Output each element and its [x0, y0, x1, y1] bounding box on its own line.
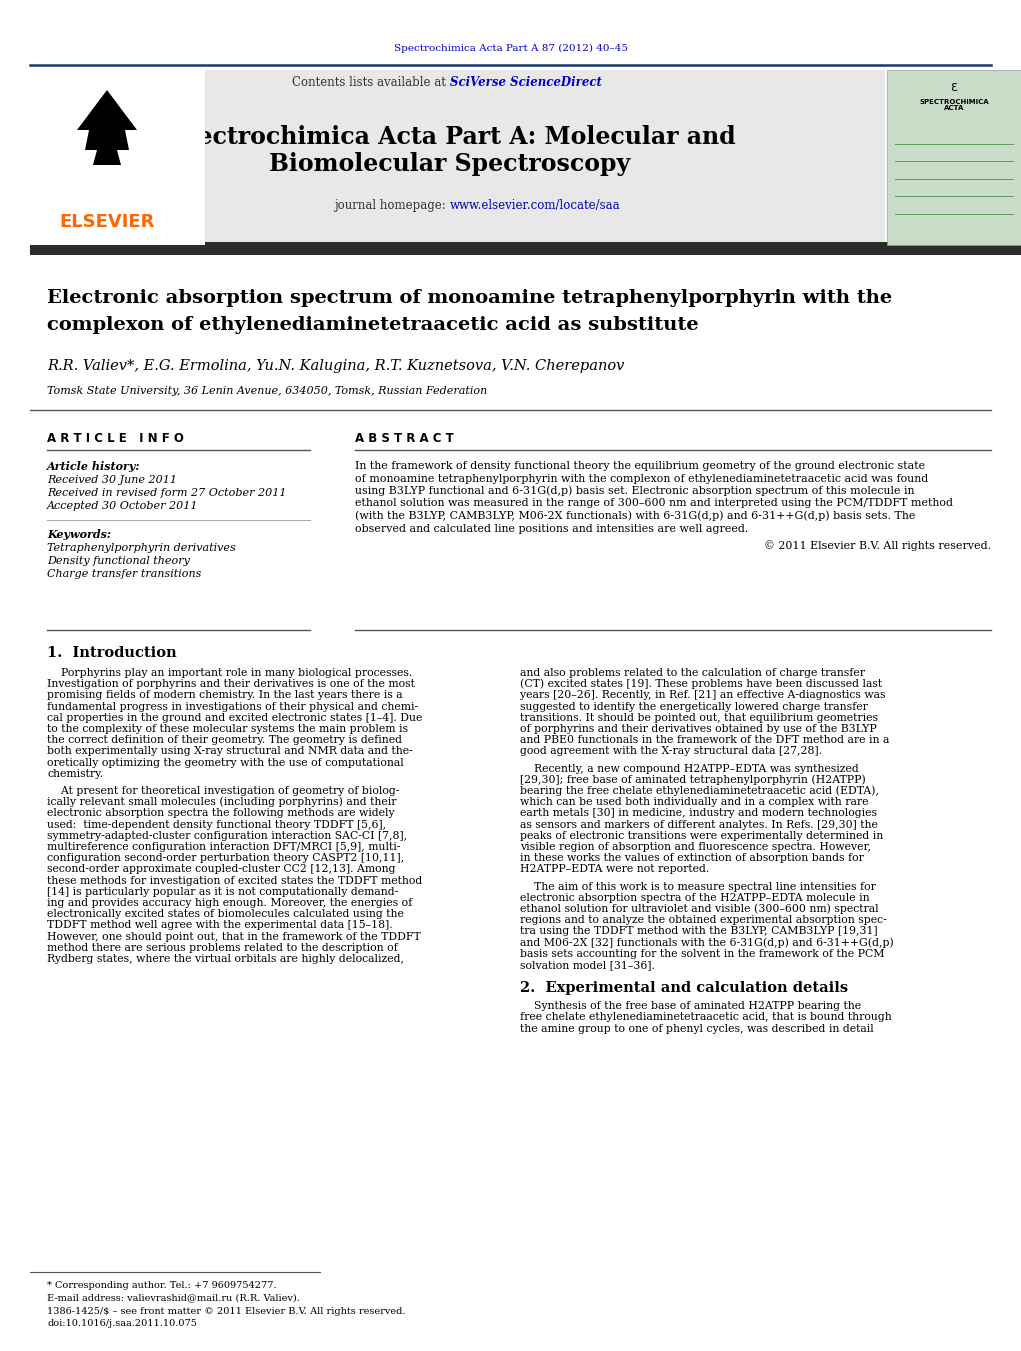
Text: method there are serious problems related to the description of: method there are serious problems relate…	[47, 943, 398, 952]
Text: A R T I C L E   I N F O: A R T I C L E I N F O	[47, 431, 184, 444]
Text: good agreement with the X-ray structural data [27,28].: good agreement with the X-ray structural…	[520, 746, 822, 757]
Text: ethanol solution for ultraviolet and visible (300–600 nm) spectral: ethanol solution for ultraviolet and vis…	[520, 904, 879, 915]
Text: free chelate ethylenediaminetetraacetic acid, that is bound through: free chelate ethylenediaminetetraacetic …	[520, 1012, 891, 1023]
Text: peaks of electronic transitions were experimentally determined in: peaks of electronic transitions were exp…	[520, 831, 883, 840]
Text: Electronic absorption spectrum of monoamine tetraphenylporphyrin with the: Electronic absorption spectrum of monoam…	[47, 289, 892, 307]
Text: © 2011 Elsevier B.V. All rights reserved.: © 2011 Elsevier B.V. All rights reserved…	[764, 540, 991, 551]
Text: fundamental progress in investigations of their physical and chemi-: fundamental progress in investigations o…	[47, 701, 419, 712]
Text: to the complexity of these molecular systems the main problem is: to the complexity of these molecular sys…	[47, 724, 408, 734]
Text: Accepted 30 October 2011: Accepted 30 October 2011	[47, 501, 198, 511]
Text: The aim of this work is to measure spectral line intensities for: The aim of this work is to measure spect…	[520, 882, 876, 892]
Polygon shape	[77, 91, 137, 165]
Text: and PBE0 functionals in the framework of the DFT method are in a: and PBE0 functionals in the framework of…	[520, 735, 889, 746]
Text: H2ATPP–EDTA were not reported.: H2ATPP–EDTA were not reported.	[520, 865, 710, 874]
Text: doi:10.1016/j.saa.2011.10.075: doi:10.1016/j.saa.2011.10.075	[47, 1320, 197, 1328]
Text: journal homepage:: journal homepage:	[335, 199, 450, 212]
Text: (with the B3LYP, CAMB3LYP, M06-2X functionals) with 6-31G(d,p) and 6-31++G(d,p) : (with the B3LYP, CAMB3LYP, M06-2X functi…	[355, 511, 916, 521]
Text: observed and calculated line positions and intensities are well agreed.: observed and calculated line positions a…	[355, 523, 748, 534]
Text: used:  time-dependent density functional theory TDDFT [5,6],: used: time-dependent density functional …	[47, 820, 386, 830]
Text: electronically excited states of biomolecules calculated using the: electronically excited states of biomole…	[47, 909, 404, 919]
Text: Received 30 June 2011: Received 30 June 2011	[47, 476, 177, 485]
Text: Synthesis of the free base of aminated H2ATPP bearing the: Synthesis of the free base of aminated H…	[520, 1001, 861, 1011]
Text: the correct definition of their geometry. The geometry is defined: the correct definition of their geometry…	[47, 735, 402, 746]
Text: configuration second-order perturbation theory CASPT2 [10,11],: configuration second-order perturbation …	[47, 854, 404, 863]
Text: ELSEVIER: ELSEVIER	[59, 213, 155, 231]
Text: and M06-2X [32] functionals with the 6-31G(d,p) and 6-31++G(d,p): and M06-2X [32] functionals with the 6-3…	[520, 938, 893, 948]
Text: ing and provides accuracy high enough. Moreover, the energies of: ing and provides accuracy high enough. M…	[47, 898, 412, 908]
Text: chemistry.: chemistry.	[47, 769, 103, 778]
Bar	[103, 135, 111, 159]
Text: 1.  Introduction: 1. Introduction	[47, 646, 177, 661]
Text: symmetry-adapted-cluster configuration interaction SAC-CI [7,8],: symmetry-adapted-cluster configuration i…	[47, 831, 407, 840]
Text: [29,30]; free base of aminated tetraphenylporphyrin (H2ATPP): [29,30]; free base of aminated tetraphen…	[520, 774, 866, 785]
Text: visible region of absorption and fluorescence spectra. However,: visible region of absorption and fluores…	[520, 842, 871, 852]
Text: At present for theoretical investigation of geometry of biolog-: At present for theoretical investigation…	[47, 786, 399, 796]
Text: ℇ: ℇ	[951, 82, 958, 93]
Text: A B S T R A C T: A B S T R A C T	[355, 431, 453, 444]
Text: Contents lists available at: Contents lists available at	[292, 77, 450, 89]
Text: Charge transfer transitions: Charge transfer transitions	[47, 569, 201, 580]
Text: transitions. It should be pointed out, that equilibrium geometries: transitions. It should be pointed out, t…	[520, 713, 878, 723]
Text: and also problems related to the calculation of charge transfer: and also problems related to the calcula…	[520, 667, 865, 678]
Text: of porphyrins and their derivatives obtained by use of the B3LYP: of porphyrins and their derivatives obta…	[520, 724, 877, 734]
Text: as sensors and markers of different analytes. In Refs. [29,30] the: as sensors and markers of different anal…	[520, 820, 878, 830]
Text: 2.  Experimental and calculation details: 2. Experimental and calculation details	[520, 981, 848, 996]
Text: bearing the free chelate ethylenediaminetetraacetic acid (EDTA),: bearing the free chelate ethylenediamine…	[520, 786, 879, 796]
Text: second-order approximate coupled-cluster CC2 [12,13]. Among: second-order approximate coupled-cluster…	[47, 865, 395, 874]
Text: (CT) excited states [19]. These problems have been discussed last: (CT) excited states [19]. These problems…	[520, 680, 882, 689]
Text: earth metals [30] in medicine, industry and modern technologies: earth metals [30] in medicine, industry …	[520, 808, 877, 819]
Text: R.R. Valiev*, E.G. Ermolina, Yu.N. Kalugina, R.T. Kuznetsova, V.N. Cherepanov: R.R. Valiev*, E.G. Ermolina, Yu.N. Kalug…	[47, 359, 625, 373]
Text: in these works the values of extinction of absorption bands for: in these works the values of extinction …	[520, 854, 864, 863]
Text: basis sets accounting for the solvent in the framework of the PCM: basis sets accounting for the solvent in…	[520, 948, 884, 959]
Text: Tomsk State University, 36 Lenin Avenue, 634050, Tomsk, Russian Federation: Tomsk State University, 36 Lenin Avenue,…	[47, 386, 487, 396]
Text: electronic absorption spectra of the H2ATPP–EDTA molecule in: electronic absorption spectra of the H2A…	[520, 893, 870, 902]
Text: suggested to identify the energetically lowered charge transfer: suggested to identify the energetically …	[520, 701, 868, 712]
Text: Rydberg states, where the virtual orbitals are highly delocalized,: Rydberg states, where the virtual orbita…	[47, 954, 404, 965]
Text: Porphyrins play an important role in many biological processes.: Porphyrins play an important role in man…	[47, 667, 412, 678]
Bar	[30, 70, 885, 245]
Text: * Corresponding author. Tel.: +7 9609754277.: * Corresponding author. Tel.: +7 9609754…	[47, 1282, 277, 1290]
Bar	[30, 70, 205, 245]
Text: ethanol solution was measured in the range of 300–600 nm and interpreted using t: ethanol solution was measured in the ran…	[355, 499, 953, 508]
Text: However, one should point out, that in the framework of the TDDFT: However, one should point out, that in t…	[47, 932, 421, 942]
Text: solvation model [31–36].: solvation model [31–36].	[520, 961, 654, 970]
Text: Article history:: Article history:	[47, 461, 141, 471]
Text: In the framework of density functional theory the equilibrium geometry of the gr: In the framework of density functional t…	[355, 461, 925, 471]
Text: SciVerse ScienceDirect: SciVerse ScienceDirect	[450, 77, 601, 89]
Text: promising fields of modern chemistry. In the last years there is a: promising fields of modern chemistry. In…	[47, 690, 402, 700]
Text: both experimentally using X-ray structural and NMR data and the-: both experimentally using X-ray structur…	[47, 746, 412, 757]
Text: Recently, a new compound H2ATPP–EDTA was synthesized: Recently, a new compound H2ATPP–EDTA was…	[520, 763, 859, 774]
Bar	[887, 70, 1021, 245]
Text: E-mail address: valievrashid@mail.ru (R.R. Valiev).: E-mail address: valievrashid@mail.ru (R.…	[47, 1293, 300, 1302]
Text: Tetraphenylporphyrin derivatives: Tetraphenylporphyrin derivatives	[47, 543, 236, 553]
Text: cal properties in the ground and excited electronic states [1–4]. Due: cal properties in the ground and excited…	[47, 713, 423, 723]
Text: Spectrochimica Acta Part A: Molecular and: Spectrochimica Acta Part A: Molecular an…	[164, 126, 736, 149]
Text: using B3LYP functional and 6-31G(d,p) basis set. Electronic absorption spectrum : using B3LYP functional and 6-31G(d,p) ba…	[355, 486, 915, 496]
Text: Investigation of porphyrins and their derivatives is one of the most: Investigation of porphyrins and their de…	[47, 680, 415, 689]
Text: Biomolecular Spectroscopy: Biomolecular Spectroscopy	[270, 153, 631, 176]
Text: which can be used both individually and in a complex with rare: which can be used both individually and …	[520, 797, 869, 807]
Text: electronic absorption spectra the following methods are widely: electronic absorption spectra the follow…	[47, 808, 395, 819]
Text: ically relevant small molecules (including porphyrins) and their: ically relevant small molecules (includi…	[47, 797, 396, 808]
Text: oretically optimizing the geometry with the use of computational: oretically optimizing the geometry with …	[47, 758, 403, 767]
Text: the amine group to one of phenyl cycles, was described in detail: the amine group to one of phenyl cycles,…	[520, 1024, 874, 1034]
Text: years [20–26]. Recently, in Ref. [21] an effective A-diagnostics was: years [20–26]. Recently, in Ref. [21] an…	[520, 690, 885, 700]
Text: 1386-1425/$ – see front matter © 2011 Elsevier B.V. All rights reserved.: 1386-1425/$ – see front matter © 2011 El…	[47, 1308, 405, 1316]
Text: of monoamine tetraphenylporphyrin with the complexon of ethylenediaminetetraacet: of monoamine tetraphenylporphyrin with t…	[355, 473, 928, 484]
Text: Received in revised form 27 October 2011: Received in revised form 27 October 2011	[47, 488, 287, 499]
Text: Spectrochimica Acta Part A 87 (2012) 40–45: Spectrochimica Acta Part A 87 (2012) 40–…	[394, 43, 628, 53]
Text: multireference configuration interaction DFT/MRCI [5,9], multi-: multireference configuration interaction…	[47, 842, 400, 852]
Text: [14] is particularly popular as it is not computationally demand-: [14] is particularly popular as it is no…	[47, 886, 398, 897]
Text: Density functional theory: Density functional theory	[47, 557, 190, 566]
Bar	[30, 242, 1021, 255]
Text: www.elsevier.com/locate/saa: www.elsevier.com/locate/saa	[450, 199, 621, 212]
Text: these methods for investigation of excited states the TDDFT method: these methods for investigation of excit…	[47, 875, 423, 886]
Text: complexon of ethylenediaminetetraacetic acid as substitute: complexon of ethylenediaminetetraacetic …	[47, 316, 698, 334]
Text: tra using the TDDFT method with the B3LYP, CAMB3LYP [19,31]: tra using the TDDFT method with the B3LY…	[520, 927, 878, 936]
Text: TDDFT method well agree with the experimental data [15–18].: TDDFT method well agree with the experim…	[47, 920, 393, 931]
Text: regions and to analyze the obtained experimental absorption spec-: regions and to analyze the obtained expe…	[520, 915, 887, 925]
Text: Keywords:: Keywords:	[47, 528, 111, 539]
Text: SPECTROCHIMICA
ACTA: SPECTROCHIMICA ACTA	[919, 99, 988, 112]
